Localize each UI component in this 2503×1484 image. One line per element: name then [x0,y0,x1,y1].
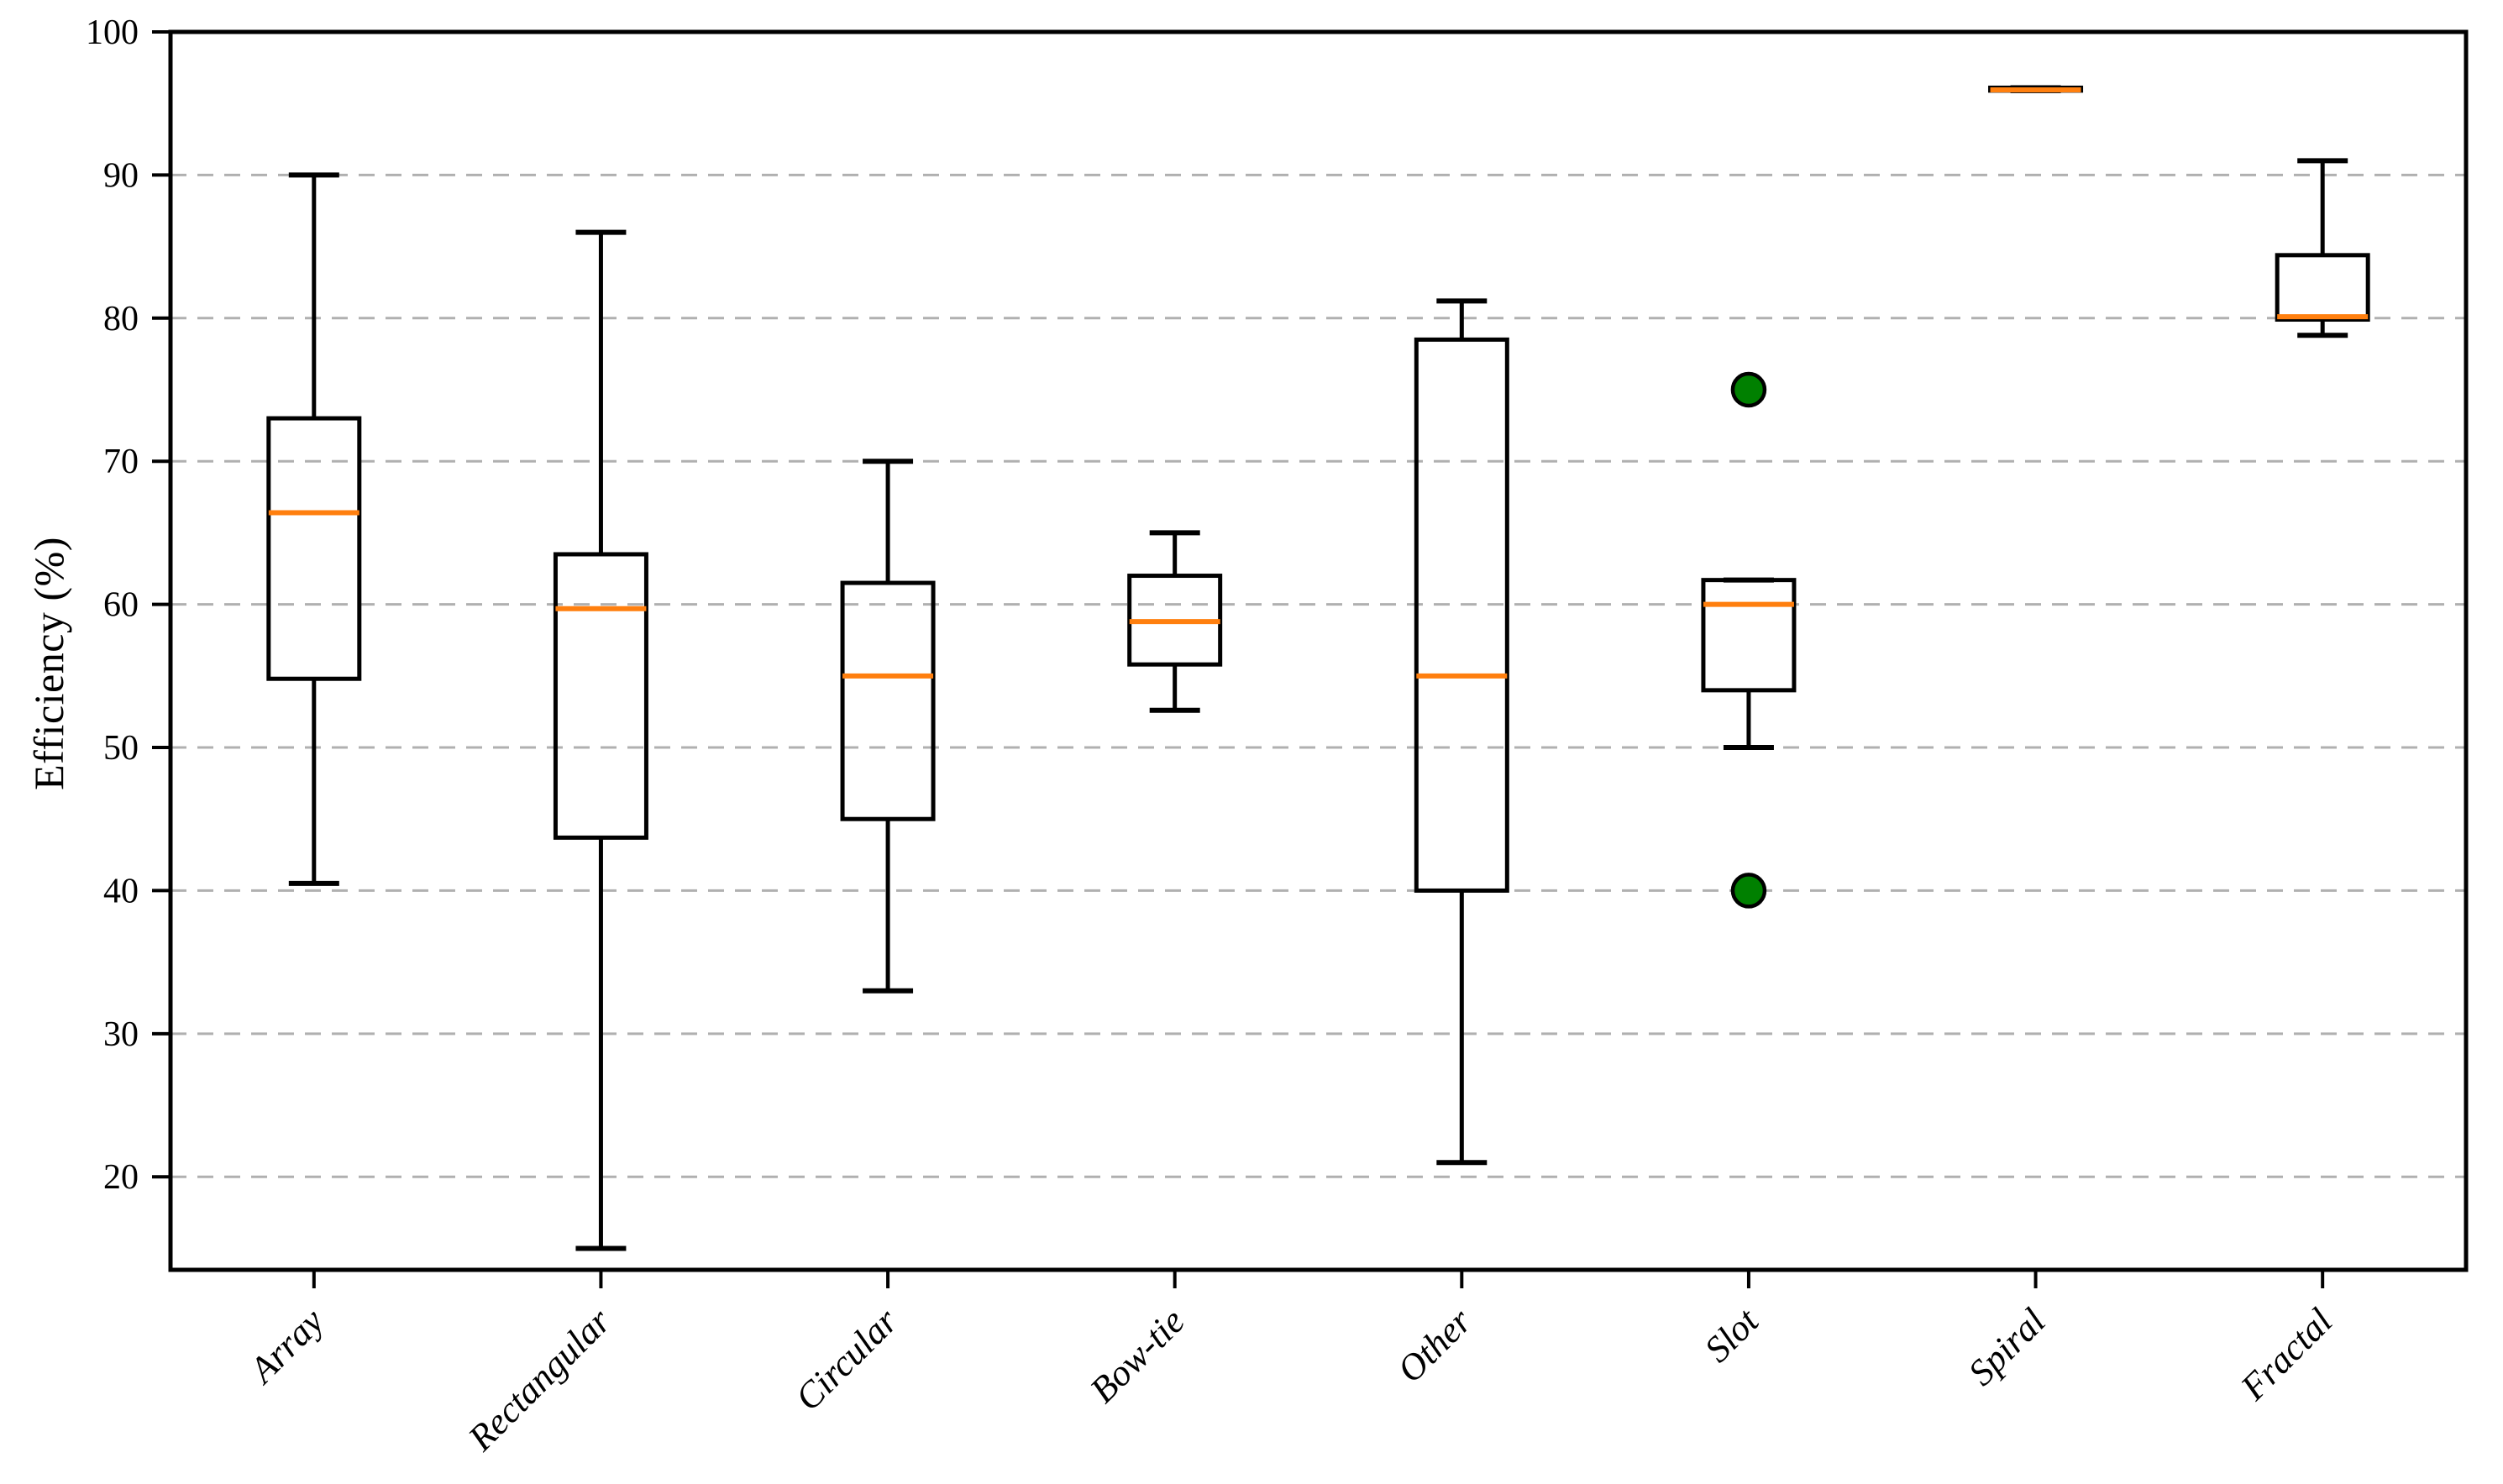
y-tick-label: 60 [103,586,139,625]
box-iqr [553,552,648,840]
box-iqr [840,580,936,821]
box-group-spiral [1988,85,2084,93]
outlier-point [1730,371,1767,408]
x-tick-label: Fractal [2233,1300,2341,1408]
box-group-array [266,172,362,886]
x-tick-label: Array [240,1300,333,1392]
outlier-point [1730,873,1767,909]
x-tick-label: Circular [787,1300,905,1418]
box-iqr [1414,337,1509,893]
box-iqr [2275,253,2370,322]
box-group-other [1414,298,1509,1166]
y-tick-label: 20 [103,1158,139,1197]
x-tick-label: Slot [1697,1299,1767,1370]
y-tick-label: 80 [103,300,139,338]
y-tick-label: 30 [103,1015,139,1054]
x-tick-label: Spiral [1960,1300,2054,1393]
box-group-fractal [2275,158,2370,338]
x-tick-label: Other [1389,1300,1480,1391]
x-tick-label: Bow-tie [1082,1300,1192,1410]
box-group-rectangular [553,229,648,1251]
box-group-bow-tie [1127,530,1223,713]
x-tick-label: Rectangular [459,1300,619,1460]
box-iqr [266,416,362,681]
y-tick-label: 100 [86,13,139,52]
box-iqr [1701,578,1797,693]
axes-spines [168,29,2469,1272]
box-group-circular [840,459,936,994]
y-tick-label: 50 [103,729,139,768]
y-axis-label: Efficiency (%) [25,537,72,790]
y-tick-label: 90 [103,156,139,195]
box-group-slot [1701,371,1797,909]
y-tick-label: 40 [103,872,139,910]
y-tick-label: 70 [103,443,139,481]
